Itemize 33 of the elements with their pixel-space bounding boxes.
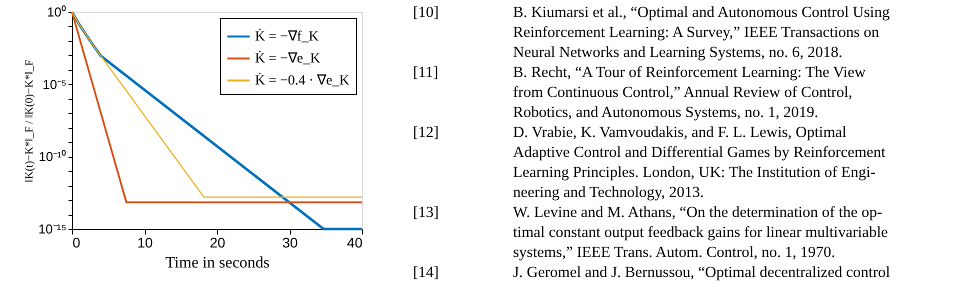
text: Learning Principles. London, UK: The Institution of Engi- [513, 164, 876, 181]
x-tick-label: 40 [346, 234, 363, 250]
text: timal constant output feedback gains for linear multivariable [513, 224, 888, 241]
x-axis-title: Time in seconds [165, 254, 270, 272]
y-tick-label: 10⁻¹⁰ [38, 149, 66, 164]
x-tick-label: 0 [72, 234, 80, 250]
text: [14] [413, 264, 439, 281]
text: [12] [413, 124, 439, 141]
text: Neural Networks and Learning Systems, no. 6, 2018. [513, 44, 842, 61]
legend-label: K̇ = −0.4 · ∇e_K [255, 72, 350, 88]
x-tick-label: 10 [137, 234, 153, 250]
y-tick-label: 10⁻¹⁵ [38, 222, 66, 236]
text: [13] [413, 204, 439, 221]
legend-label: K̇ = −∇f_K [255, 28, 319, 44]
text: W. Levine and M. Athans, “On the determination of the op- [513, 204, 882, 221]
text: D. Vrabie, K. Vamvoudakis, and F. L. Lewis, Optimal [513, 124, 846, 141]
text: Reinforcement Learning: A Survey,” IEEE Transactions on [513, 24, 880, 41]
text: J. Geromel and J. Bernussou, “Optimal decentralized control [513, 264, 890, 281]
text: [11] [413, 64, 438, 81]
y-axis-title: ‖K(t)−K*‖_F / ‖K(0)−K*‖_F [23, 60, 36, 182]
text: Adaptive Control and Differential Games by Reinforcement [513, 144, 886, 161]
text: B. Recht, “A Tour of Reinforcement Learning: The View [513, 64, 866, 81]
x-tick-label: 20 [210, 234, 226, 250]
text: neering and Technology, 2013. [513, 184, 704, 201]
legend-label: K̇ = −∇e_K [255, 50, 320, 66]
text: B. Kiumarsi et al., “Optimal and Autonomous Control Using [513, 4, 890, 21]
y-tick-label: 10⁰ [47, 4, 66, 20]
text: [10] [413, 4, 439, 21]
text: systems,” IEEE Trans. Autom. Control, no. 1, 1970. [513, 244, 836, 261]
text: Robotics, and Autonomous Systems, no. 1, 2019. [513, 104, 818, 121]
x-tick-label: 30 [282, 234, 298, 250]
y-tick-label: 10⁻⁵ [42, 76, 66, 92]
text: from Continuous Control,” Annual Review of Control, [513, 84, 852, 101]
